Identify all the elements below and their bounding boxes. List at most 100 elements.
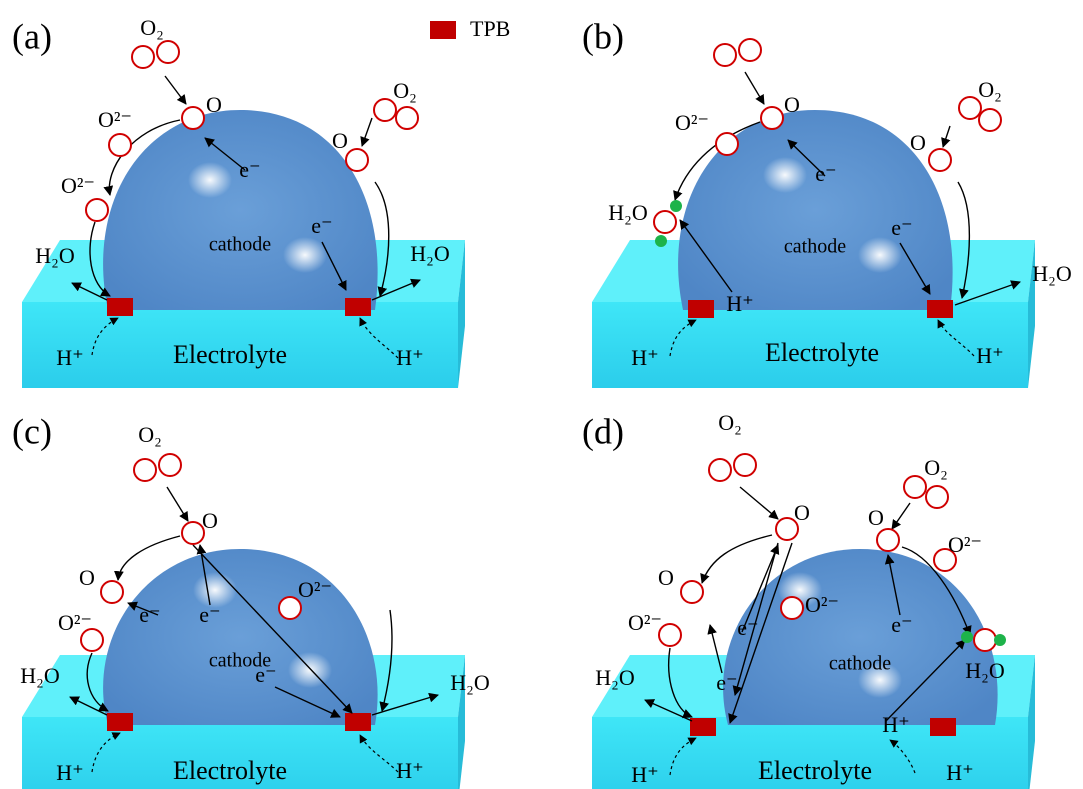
species-label: H₂O	[450, 670, 489, 695]
oxygen	[101, 581, 123, 603]
species-label: O₂	[138, 422, 162, 447]
tpb	[690, 718, 716, 736]
species-label: O	[784, 92, 800, 117]
oxygen	[877, 529, 899, 551]
species-label: H⁺	[882, 712, 910, 737]
hydrogen	[655, 235, 667, 247]
cathode-label: cathode	[209, 234, 271, 256]
species-label: e⁻	[199, 602, 220, 627]
tpb	[107, 713, 133, 731]
legend-label: TPB	[470, 16, 510, 41]
species-label: H⁺	[631, 762, 659, 787]
species-label: e⁻	[815, 161, 836, 186]
oxygen	[134, 459, 156, 481]
oxygen	[157, 41, 179, 63]
species-label: H⁺	[56, 760, 84, 785]
species-label: O²⁻	[58, 610, 92, 635]
species-label: H⁺	[726, 291, 754, 316]
species-label: H₂O	[595, 665, 634, 690]
oxygen	[926, 486, 948, 508]
panel: (c)cathodeElectrolyteO₂OOO²⁻O²⁻e⁻e⁻e⁻H₂O…	[12, 411, 490, 789]
oxygen	[714, 44, 736, 66]
species-label: O₂	[718, 410, 742, 435]
species-label: e⁻	[716, 670, 737, 695]
species-label: O²⁻	[948, 532, 982, 557]
species-label: O₂	[393, 78, 417, 103]
hydrogen	[994, 634, 1006, 646]
panel: (b)cathodeElectrolyteOO²⁻H₂OO₂Oe⁻e⁻H⁺H₂O…	[582, 16, 1072, 388]
arrow	[740, 487, 778, 519]
oxygen	[132, 46, 154, 68]
species-label: H₂O	[1032, 261, 1071, 286]
species-label: e⁻	[891, 215, 912, 240]
species-label: H₂O	[965, 658, 1004, 683]
tpb	[345, 713, 371, 731]
oxygen	[709, 459, 731, 481]
highlight	[288, 652, 332, 688]
tpb	[930, 718, 956, 736]
species-label: H₂O	[35, 243, 74, 268]
species-label: e⁻	[139, 602, 160, 627]
species-label: O₂	[140, 15, 164, 40]
electrolyte-label: Electrolyte	[173, 756, 287, 785]
oxygen	[979, 109, 1001, 131]
panel: (a)cathodeElectrolyteO₂OO²⁻O²⁻O₂Oe⁻e⁻H₂O…	[12, 15, 465, 388]
arrow	[702, 535, 772, 583]
highlight	[858, 237, 902, 273]
oxygen	[734, 454, 756, 476]
species-label: O₂	[978, 77, 1002, 102]
species-label: O²⁻	[805, 592, 839, 617]
species-label: H⁺	[976, 343, 1004, 368]
species-label: O	[794, 500, 810, 525]
species-label: O	[79, 565, 95, 590]
tpb	[107, 298, 133, 316]
species-label: H⁺	[396, 758, 424, 783]
species-label: H⁺	[946, 760, 974, 785]
species-label: O²⁻	[298, 577, 332, 602]
oxygen	[781, 597, 803, 619]
species-label: O	[910, 130, 926, 155]
oxygen	[761, 107, 783, 129]
species-label: H⁺	[56, 345, 84, 370]
oxygen	[182, 107, 204, 129]
species-label: O	[868, 505, 884, 530]
oxygen	[346, 149, 368, 171]
oxygen	[904, 476, 926, 498]
oxygen	[109, 134, 131, 156]
electrolyte-label: Electrolyte	[173, 340, 287, 369]
cathode	[103, 549, 378, 725]
arrow	[362, 118, 372, 146]
panel-label: (c)	[12, 411, 52, 451]
oxygen	[159, 454, 181, 476]
oxygen	[86, 199, 108, 221]
species-label: e⁻	[239, 157, 260, 182]
panel: (d)cathodeElectrolyteO₂OO₂OO²⁻OO²⁻O²⁻e⁻e…	[582, 410, 1035, 789]
cathode-label: cathode	[784, 236, 846, 258]
species-label: O²⁻	[61, 173, 95, 198]
arrow	[167, 487, 188, 521]
tpb	[688, 300, 714, 318]
species-label: e⁻	[311, 213, 332, 238]
arrow	[745, 72, 764, 104]
species-label: O	[206, 92, 222, 117]
cathode	[723, 549, 998, 725]
species-label: O²⁻	[675, 110, 709, 135]
tpb	[927, 300, 953, 318]
panel-label: (d)	[582, 411, 624, 451]
species-label: H₂O	[410, 241, 449, 266]
highlight	[763, 157, 807, 193]
highlight	[283, 237, 327, 273]
oxygen	[716, 133, 738, 155]
species-label: O²⁻	[98, 107, 132, 132]
species-label: e⁻	[891, 612, 912, 637]
tpb	[345, 298, 371, 316]
oxygen	[396, 107, 418, 129]
arrow	[165, 76, 186, 104]
oxygen	[929, 149, 951, 171]
oxygen	[654, 211, 676, 233]
species-label: H₂O	[608, 200, 647, 225]
legend-swatch	[430, 21, 456, 39]
oxygen	[659, 624, 681, 646]
oxygen	[739, 39, 761, 61]
oxygen	[182, 522, 204, 544]
